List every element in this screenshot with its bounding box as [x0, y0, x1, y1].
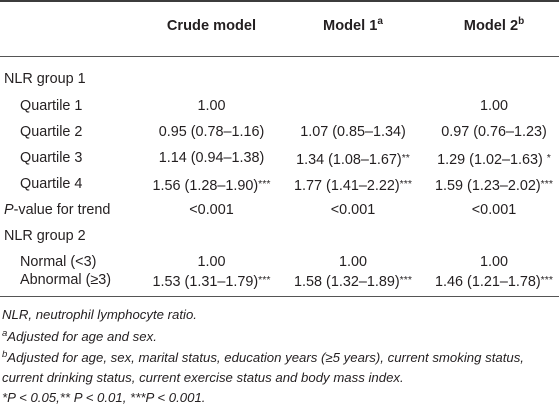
header-model-2: Model 2b: [463, 16, 525, 35]
cell-crude: 1.00: [197, 254, 226, 270]
cell-model1: 1.07 (0.85–1.34): [300, 124, 406, 140]
cell-model1: 1.34 (1.08–1.67)**: [296, 152, 410, 168]
table-top-rule: [0, 0, 559, 2]
row-label: NLR group 1: [4, 71, 86, 87]
header-rule: [0, 56, 559, 57]
header-crude-model: Crude model: [166, 18, 257, 34]
row-label: P-value for trend: [4, 202, 111, 218]
footnote-a: aAdjusted for age and sex.: [2, 328, 157, 344]
footnote-b-line2: current drinking status, current exercis…: [2, 370, 404, 385]
cell-model2: 1.59 (1.23–2.02)***: [435, 178, 553, 194]
cell-model2: 0.97 (0.76–1.23): [441, 124, 547, 140]
header-model-1: Model 1a: [323, 16, 383, 35]
row-label: Normal (<3): [20, 254, 97, 270]
table-bottom-rule: [0, 296, 559, 297]
cell-model1: <0.001: [330, 202, 376, 218]
footnote-abbreviation: NLR, neutrophil lymphocyte ratio.: [2, 307, 197, 322]
footnote-significance: *P < 0.05,** P < 0.01, ***P < 0.001.: [2, 390, 206, 405]
cell-crude: 1.56 (1.28–1.90)***: [152, 178, 271, 194]
row-label: Quartile 1: [20, 98, 83, 114]
cell-model1: 1.58 (1.32–1.89)***: [294, 274, 412, 290]
cell-crude: 1.53 (1.31–1.79)***: [152, 274, 271, 290]
cell-crude: 1.00: [197, 98, 226, 114]
row-label: Quartile 3: [20, 150, 83, 166]
row-label: NLR group 2: [4, 228, 86, 244]
cell-model1: 1.77 (1.41–2.22)***: [294, 178, 412, 194]
cell-model2: 1.46 (1.21–1.78)***: [435, 274, 553, 290]
cell-model2: 1.00: [479, 254, 508, 270]
cell-crude: 1.14 (0.94–1.38): [158, 150, 265, 166]
cell-model2: 1.00: [479, 98, 508, 114]
cell-crude: 0.95 (0.78–1.16): [158, 124, 265, 140]
row-label: Quartile 2: [20, 124, 83, 140]
row-label: Abnormal (≥3): [20, 272, 112, 288]
cell-model2: <0.001: [471, 202, 517, 218]
row-label: Quartile 4: [20, 176, 83, 192]
footnote-b-line1: bAdjusted for age, sex, marital status, …: [2, 349, 524, 365]
cell-model2: 1.29 (1.02–1.63) *: [437, 152, 551, 168]
cell-crude: <0.001: [189, 202, 234, 218]
cell-model1: 1.00: [338, 254, 367, 270]
